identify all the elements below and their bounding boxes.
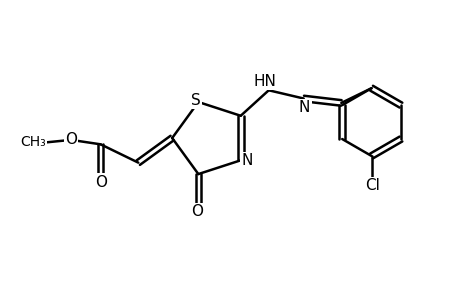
Text: N: N: [241, 153, 252, 168]
Text: O: O: [95, 175, 106, 190]
Text: N: N: [298, 100, 310, 115]
Text: S: S: [191, 92, 201, 107]
Text: HN: HN: [253, 74, 275, 89]
Text: Cl: Cl: [364, 178, 379, 194]
Text: O: O: [65, 132, 77, 147]
Text: O: O: [191, 205, 203, 220]
Text: CH₃: CH₃: [20, 135, 46, 149]
